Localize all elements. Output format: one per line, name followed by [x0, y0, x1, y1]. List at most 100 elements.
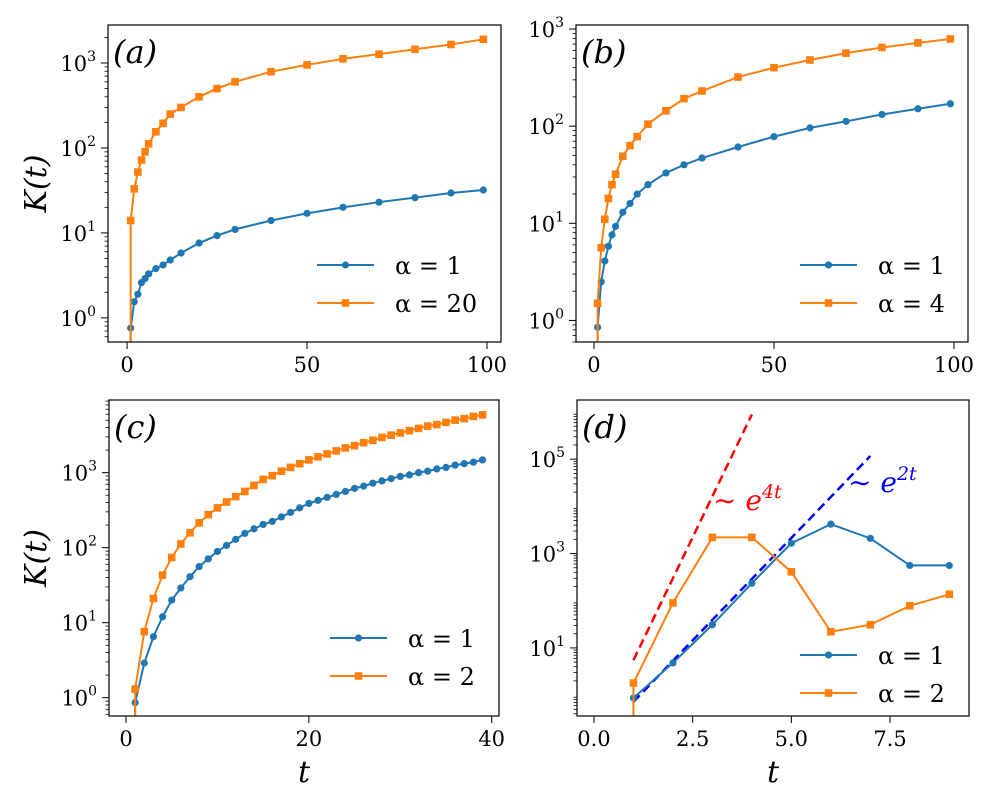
data-point-circle	[159, 261, 167, 269]
data-point-circle	[633, 190, 641, 198]
data-point-square	[177, 540, 185, 548]
data-point-circle	[806, 124, 814, 132]
y-tick-label: 102	[60, 134, 96, 161]
legend-marker-square	[341, 299, 350, 307]
series-line-1	[632, 523, 950, 699]
axes-frame	[107, 24, 502, 343]
data-point-circle	[914, 105, 922, 113]
data-point-square	[946, 35, 955, 43]
data-point-circle	[166, 256, 174, 264]
data-point-square	[460, 414, 469, 423]
data-point-circle	[213, 231, 221, 240]
legend-label: α = 1	[878, 642, 945, 670]
data-point-circle	[145, 270, 153, 278]
data-point-circle	[396, 472, 404, 481]
data-point-circle	[259, 520, 267, 529]
data-point-square	[608, 180, 616, 189]
axes-frame	[575, 24, 969, 343]
y-tick-exponent: 1	[555, 209, 564, 225]
x-tick-label: 20	[295, 727, 322, 751]
y-tick-label: 101	[61, 609, 97, 636]
data-point-square	[669, 599, 677, 607]
data-point-circle	[708, 621, 717, 629]
data-point-circle	[277, 513, 286, 521]
y-tick-base: 10	[60, 52, 87, 76]
data-point-square	[166, 110, 175, 118]
data-point-square	[680, 94, 688, 103]
axes-frame	[108, 399, 500, 717]
data-point-circle	[906, 561, 914, 570]
data-point-circle	[339, 203, 347, 211]
y-tick-exponent: 3	[556, 540, 565, 556]
data-point-square	[134, 168, 142, 176]
data-point-circle	[946, 100, 954, 108]
data-point-circle	[698, 154, 706, 162]
data-point-square	[396, 429, 405, 437]
legend-label: α = 2	[878, 680, 945, 708]
y-tick-base: 10	[529, 543, 556, 567]
data-point-square	[158, 571, 167, 579]
y-tick-exponent: 5	[556, 445, 565, 461]
data-point-square	[698, 87, 706, 95]
data-point-square	[378, 433, 386, 442]
y-tick-exponent: 3	[88, 459, 97, 475]
data-point-circle	[195, 562, 203, 571]
data-point-circle	[213, 547, 222, 556]
data-point-square	[787, 568, 796, 576]
data-point-circle	[662, 169, 670, 177]
y-tick-base: 10	[61, 612, 88, 636]
data-point-circle	[241, 529, 249, 537]
data-point-square	[126, 216, 135, 225]
data-point-square	[708, 533, 717, 542]
y-tick-base: 10	[529, 448, 556, 472]
x-axis-label: t	[298, 755, 311, 790]
x-tick-label: 50	[761, 353, 788, 377]
data-point-circle	[231, 225, 239, 233]
data-point-circle	[152, 265, 160, 273]
data-point-square	[149, 594, 158, 603]
x-tick-label: 5.0	[775, 727, 808, 751]
data-point-circle	[130, 298, 138, 306]
panel-label: (a)	[113, 33, 157, 71]
y-tick-exponent: 2	[555, 112, 564, 128]
y-tick-label: 105	[529, 445, 565, 472]
data-point-circle	[222, 541, 231, 550]
data-point-square	[405, 426, 414, 435]
data-point-circle	[140, 659, 148, 667]
data-point-circle	[323, 493, 331, 501]
data-point-circle	[478, 456, 487, 464]
data-point-square	[626, 141, 634, 150]
y-tick-exponent: 1	[87, 219, 96, 235]
data-point-circle	[360, 482, 368, 490]
y-tick-label: 102	[61, 534, 97, 561]
y-tick-label: 103	[529, 540, 565, 567]
legend-marker-circle	[354, 634, 363, 642]
data-point-circle	[286, 508, 295, 517]
legend-label: α = 1	[408, 625, 475, 653]
y-tick-label: 100	[60, 304, 96, 331]
plot-area	[131, 411, 487, 716]
data-point-circle	[626, 199, 634, 208]
data-point-square	[748, 533, 756, 542]
data-point-circle	[827, 520, 835, 528]
reference-label-exponent: 4t	[761, 481, 782, 503]
data-point-circle	[158, 613, 167, 621]
data-point-square	[597, 243, 605, 252]
data-point-square	[375, 50, 383, 58]
data-point-circle	[734, 143, 742, 151]
legend-marker-circle	[341, 261, 350, 269]
data-point-square	[359, 438, 368, 447]
data-point-circle	[770, 133, 778, 141]
x-tick-label: 0	[119, 727, 132, 751]
x-tick-label: 40	[478, 727, 505, 751]
data-point-circle	[469, 458, 478, 466]
y-tick-label: 101	[529, 634, 565, 661]
data-point-square	[905, 602, 914, 610]
panel-label: (c)	[114, 408, 157, 446]
data-point-circle	[479, 186, 487, 194]
y-tick-label: 100	[61, 684, 97, 711]
